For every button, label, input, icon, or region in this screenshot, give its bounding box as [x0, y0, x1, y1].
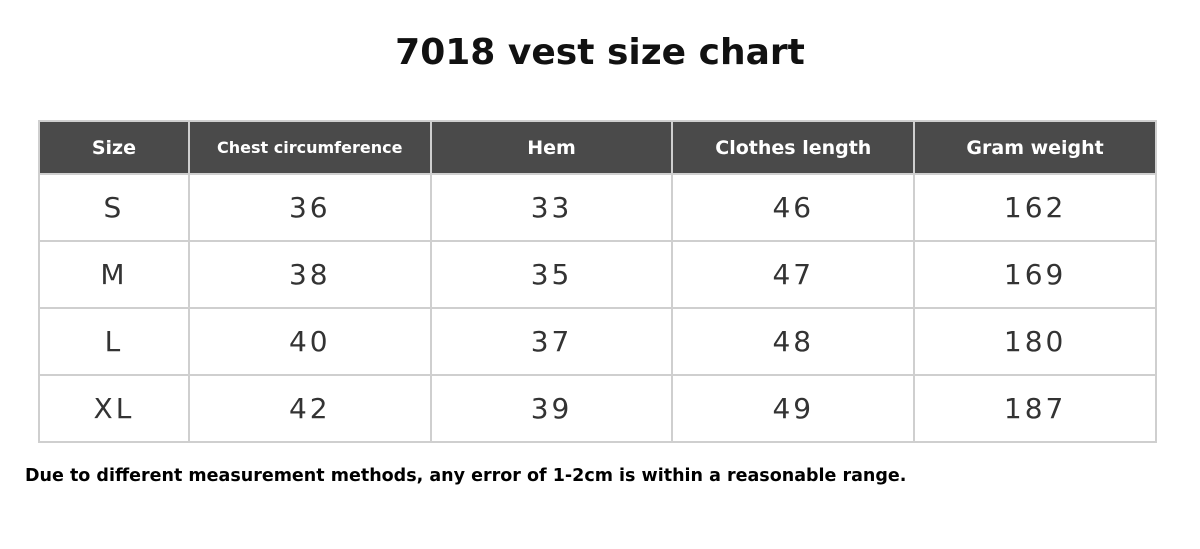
table-cell: 40 — [187, 307, 432, 376]
table-row: XL 42 39 49 187 — [38, 374, 1157, 443]
page-title: 7018 vest size chart — [395, 32, 805, 73]
column-header-length: Clothes length — [671, 120, 916, 175]
table-cell: 46 — [671, 173, 916, 242]
table-row: S 36 33 46 162 — [38, 173, 1157, 242]
table-cell: 162 — [913, 173, 1157, 242]
table-cell: 35 — [429, 240, 674, 309]
table-cell: 187 — [913, 374, 1157, 443]
column-header-chest: Chest circumference — [187, 120, 432, 175]
column-header-weight: Gram weight — [913, 120, 1157, 175]
table-cell: 48 — [671, 307, 916, 376]
table-cell: 169 — [913, 240, 1157, 309]
measurement-note: Due to different measurement methods, an… — [25, 466, 907, 486]
table-cell: S — [38, 173, 190, 242]
table-row: L 40 37 48 180 — [38, 307, 1157, 376]
column-header-size: Size — [38, 120, 190, 175]
size-chart-table: Size Chest circumference Hem Clothes len… — [38, 120, 1157, 443]
table-row: M 38 35 47 169 — [38, 240, 1157, 309]
table-cell: 42 — [187, 374, 432, 443]
table-cell: 36 — [187, 173, 432, 242]
table-cell: 49 — [671, 374, 916, 443]
table-cell: 39 — [429, 374, 674, 443]
table-cell: 37 — [429, 307, 674, 376]
table-cell: M — [38, 240, 190, 309]
table-cell: XL — [38, 374, 190, 443]
header-row: Size Chest circumference Hem Clothes len… — [38, 120, 1157, 175]
table-cell: 38 — [187, 240, 432, 309]
table-cell: L — [38, 307, 190, 376]
table-cell: 180 — [913, 307, 1157, 376]
column-header-hem: Hem — [429, 120, 674, 175]
table-cell: 47 — [671, 240, 916, 309]
table-cell: 33 — [429, 173, 674, 242]
